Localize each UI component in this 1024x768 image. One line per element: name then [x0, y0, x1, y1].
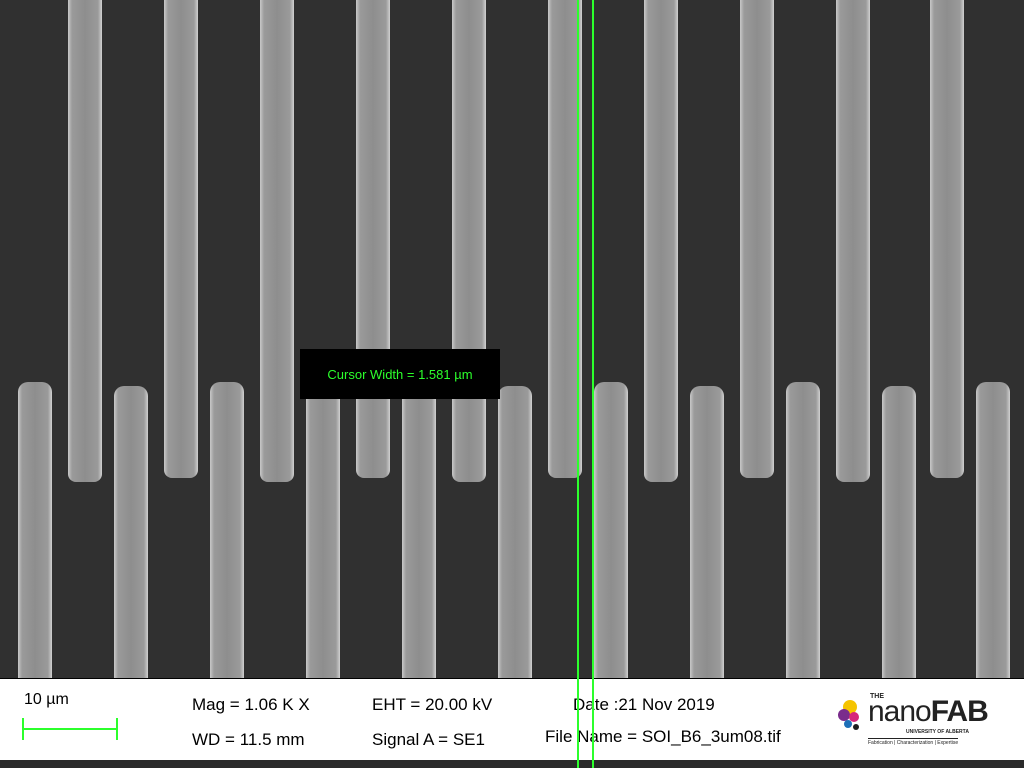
bottom-finger — [690, 386, 724, 678]
sem-info-bar: 10 µm Mag = 1.06 K X WD = 11.5 mm EHT = … — [0, 678, 1024, 761]
top-finger — [548, 0, 582, 478]
logo-word-nano: nano — [868, 695, 932, 728]
nanofab-logo: THE nanoFAB UNIVERSITY OF ALBERTA Fabric… — [836, 691, 1006, 747]
top-finger — [930, 0, 964, 478]
logo-wordmark: nanoFAB — [868, 695, 989, 729]
file-name-value: File Name = SOI_B6_3um08.tif — [545, 727, 781, 746]
bottom-finger — [882, 386, 916, 678]
bottom-finger — [402, 382, 436, 678]
logo-tagline: Fabrication | Characterization | Experti… — [868, 738, 959, 746]
top-finger — [260, 0, 294, 482]
bottom-finger — [210, 382, 244, 678]
image-bottom-strip — [0, 760, 1024, 768]
signal-value: Signal A = SE1 — [372, 730, 485, 749]
scale-bar-label: 10 µm — [24, 691, 69, 708]
bottom-finger — [306, 386, 340, 678]
bottom-finger — [786, 382, 820, 678]
working-distance-value: WD = 11.5 mm — [192, 730, 305, 749]
top-finger — [644, 0, 678, 482]
top-finger — [164, 0, 198, 478]
date-value: Date :21 Nov 2019 — [573, 695, 715, 714]
top-finger — [452, 0, 486, 482]
cursor-width-readout: Cursor Width = 1.581 µm — [300, 349, 500, 399]
bottom-finger — [976, 382, 1010, 678]
top-finger — [356, 0, 390, 478]
scale-bar — [22, 718, 118, 740]
eht-value: EHT = 20.00 kV — [372, 695, 493, 714]
bottom-finger — [498, 386, 532, 678]
cursor-width-text: Cursor Width = 1.581 µm — [327, 366, 473, 382]
logo-subtitle: UNIVERSITY OF ALBERTA — [906, 729, 969, 735]
top-finger — [68, 0, 102, 482]
measurement-cursor-right[interactable] — [592, 0, 594, 768]
bottom-finger — [594, 382, 628, 678]
logo-word-fab: FAB — [930, 695, 989, 728]
top-finger — [740, 0, 774, 478]
sem-micrograph — [18, 0, 1010, 678]
top-finger — [836, 0, 870, 482]
bottom-finger — [114, 386, 148, 678]
measurement-cursor-left[interactable] — [577, 0, 579, 768]
magnification-value: Mag = 1.06 K X — [192, 695, 310, 714]
bottom-finger — [18, 382, 52, 678]
logo-the-text: THE — [870, 693, 884, 700]
nanofab-logo-icon — [838, 700, 859, 730]
